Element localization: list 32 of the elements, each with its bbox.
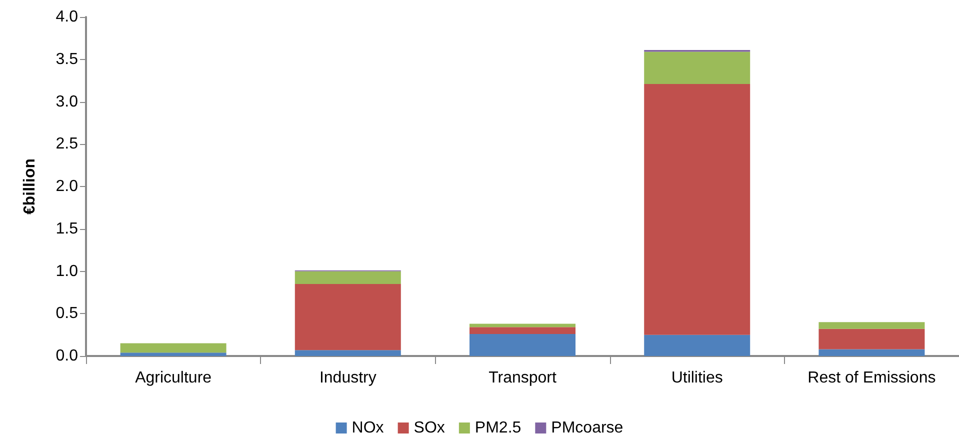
y-tick-label: 2.0 <box>56 178 78 195</box>
x-tick-label: Rest of Emissions <box>808 370 936 386</box>
y-tick-label: 1.5 <box>56 220 78 238</box>
bar <box>120 352 226 356</box>
bar <box>644 334 750 356</box>
bar <box>470 334 576 356</box>
bar <box>818 322 925 329</box>
bar <box>818 328 925 350</box>
y-tick-label: 0.5 <box>56 305 78 322</box>
bar <box>294 350 401 356</box>
y-axis-title: €billion <box>22 158 38 214</box>
bar <box>644 84 750 335</box>
y-tick-label: 0.0 <box>56 348 78 364</box>
bar <box>120 343 226 353</box>
x-tick-label: Transport <box>488 370 557 386</box>
bar <box>470 327 576 334</box>
x-tick-label: Utilities <box>671 370 723 386</box>
legend-label: SOx <box>414 420 445 436</box>
x-tick-label: Industry <box>319 370 376 386</box>
y-tick-label: 3.5 <box>56 50 78 68</box>
legend-label: PMcoarse <box>551 420 624 436</box>
bar <box>294 271 401 284</box>
legend-label: NOx <box>352 420 384 436</box>
y-tick-label: 4.0 <box>56 8 78 26</box>
y-tick-label: 2.5 <box>56 136 78 153</box>
y-tick-label: 1.0 <box>56 262 78 280</box>
y-tick-label: 3.0 <box>56 93 78 110</box>
bar <box>818 349 925 356</box>
bar <box>294 284 401 350</box>
x-tick-label: Agriculture <box>135 370 212 386</box>
bar <box>644 52 750 84</box>
legend-label: PM2.5 <box>474 420 522 436</box>
